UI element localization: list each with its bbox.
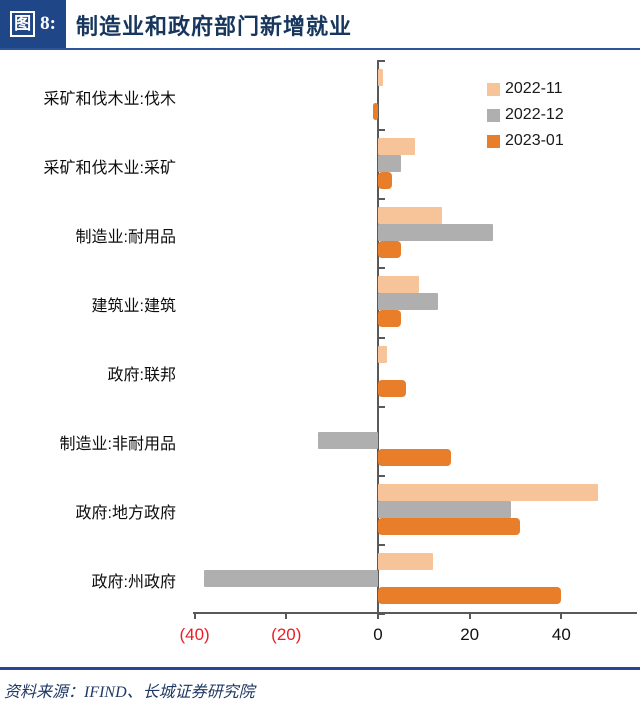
category-boundary-tick xyxy=(378,544,385,546)
category-boundary-tick xyxy=(378,60,385,62)
category-boundary-tick xyxy=(378,267,385,269)
category-axis-labels: 采矿和伐木业:伐木 采矿和伐木业:采矿制造业:耐用品建筑业:建筑政府:联邦制造业:… xyxy=(0,60,186,613)
legend-label-2022-11: 2022-11 xyxy=(505,80,563,97)
category-boundary-tick xyxy=(378,406,385,408)
figure-label-number: 8: xyxy=(40,13,56,34)
footer-divider xyxy=(0,667,640,670)
x-axis-tick xyxy=(377,613,379,619)
data-source-note: 资料来源：IFIND、长城证券研究院 xyxy=(4,684,255,701)
x-axis-tick-label: (20) xyxy=(271,625,302,644)
legend-item-2023-01: 2023-01 xyxy=(487,128,564,154)
bar-2022-12-采矿和伐木业:采矿 xyxy=(378,155,401,172)
category-label: 政府:州政府 xyxy=(91,574,176,591)
x-axis-tick xyxy=(560,613,563,619)
bar-2022-11-政府:州政府 xyxy=(378,553,434,570)
x-axis-tick xyxy=(468,613,471,619)
bar-2022-12-制造业:耐用品 xyxy=(378,224,493,241)
bar-2023-01-采矿和伐木业:伐木 xyxy=(373,103,378,120)
legend-swatch-2023-01 xyxy=(487,134,500,148)
category-label: 采矿和伐木业:采矿 xyxy=(43,160,176,177)
bar-2023-01-采矿和伐木业:采矿 xyxy=(378,172,392,189)
bar-2022-11-政府:地方政府 xyxy=(378,484,599,501)
bar-2022-12-政府:地方政府 xyxy=(378,501,511,518)
x-axis-line xyxy=(193,612,637,614)
legend-item-2022-11: 2022-11 xyxy=(487,76,564,102)
title-divider xyxy=(0,48,640,50)
category-boundary-tick xyxy=(378,129,385,131)
bar-2023-01-政府:州政府 xyxy=(378,587,562,604)
category-boundary-tick xyxy=(378,337,385,339)
category-label: 政府:地方政府 xyxy=(75,505,176,522)
x-axis-tick xyxy=(285,613,288,619)
category-label: 建筑业:建筑 xyxy=(91,298,176,315)
bar-2023-01-建筑业:建筑 xyxy=(378,310,401,327)
bar-2022-11-采矿和伐木业:采矿 xyxy=(378,138,415,155)
bar-2023-01-制造业:耐用品 xyxy=(378,241,401,258)
x-axis-tick-label: 0 xyxy=(373,625,383,644)
category-boundary-tick xyxy=(378,475,385,477)
category-label: 制造业:非耐用品 xyxy=(59,436,176,453)
category-boundary-tick xyxy=(378,198,385,200)
category-boundary-tick xyxy=(378,613,385,615)
zero-baseline xyxy=(377,60,379,613)
bar-2022-12-建筑业:建筑 xyxy=(378,293,438,310)
figure-label-char: 图 xyxy=(10,11,36,37)
x-axis-tick-label: 20 xyxy=(460,625,480,644)
legend-swatch-2022-11 xyxy=(487,82,500,96)
bar-2023-01-制造业:非耐用品 xyxy=(378,449,452,466)
category-label: 采矿和伐木业:伐木 xyxy=(43,91,176,108)
figure-label-box: 图 8: xyxy=(0,0,66,48)
bar-chart-plot-area xyxy=(193,60,637,619)
bar-2023-01-政府:地方政府 xyxy=(378,518,521,535)
category-label: 政府:联邦 xyxy=(107,367,176,384)
x-axis-tick-label: 40 xyxy=(551,625,571,644)
page-title: 制造业和政府部门新增就业 xyxy=(76,14,353,39)
legend-label-2022-12: 2022-12 xyxy=(505,106,564,123)
bar-2023-01-政府:联邦 xyxy=(378,380,406,397)
chart-legend: 2022-11 2022-12 2023-01 xyxy=(487,76,564,154)
bar-2022-12-政府:州政府 xyxy=(203,570,378,587)
x-axis-tick-label: (40) xyxy=(179,625,210,644)
bar-2022-11-建筑业:建筑 xyxy=(378,276,420,293)
bar-2022-11-制造业:耐用品 xyxy=(378,207,443,224)
bar-2022-12-制造业:非耐用品 xyxy=(318,432,378,449)
category-label: 制造业:耐用品 xyxy=(75,229,176,246)
x-axis-tick xyxy=(193,613,196,619)
x-axis-tick-labels: (40) (20) 0 20 40 xyxy=(179,625,637,649)
legend-swatch-2022-12 xyxy=(487,108,500,122)
bar-2022-11-政府:联邦 xyxy=(378,346,388,363)
legend-item-2022-12: 2022-12 xyxy=(487,102,564,128)
legend-label-2023-01: 2023-01 xyxy=(505,132,564,149)
bar-2022-11-采矿和伐木业:伐木 xyxy=(378,69,383,86)
